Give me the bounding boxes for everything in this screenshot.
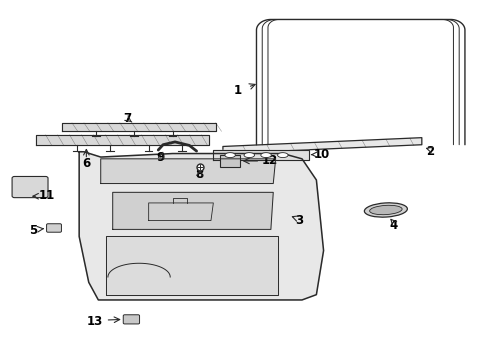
Text: 11: 11 — [39, 189, 55, 202]
Ellipse shape — [244, 153, 254, 158]
Text: 4: 4 — [389, 219, 397, 231]
Ellipse shape — [224, 153, 235, 158]
Polygon shape — [62, 123, 215, 131]
Text: 5: 5 — [29, 224, 38, 237]
Polygon shape — [36, 135, 208, 145]
Polygon shape — [105, 237, 278, 294]
Polygon shape — [101, 159, 275, 184]
FancyBboxPatch shape — [123, 315, 139, 324]
Polygon shape — [223, 138, 421, 154]
Ellipse shape — [369, 205, 401, 215]
Ellipse shape — [364, 203, 407, 217]
Text: 12: 12 — [261, 154, 277, 167]
FancyBboxPatch shape — [46, 224, 61, 232]
Text: 13: 13 — [87, 315, 103, 328]
Text: 10: 10 — [313, 148, 329, 161]
Text: 7: 7 — [123, 112, 131, 125]
Polygon shape — [112, 192, 273, 229]
Ellipse shape — [277, 153, 287, 158]
Text: 3: 3 — [294, 214, 303, 227]
FancyBboxPatch shape — [219, 155, 239, 167]
Text: 8: 8 — [194, 168, 203, 181]
Text: 6: 6 — [82, 157, 90, 170]
Text: 1: 1 — [233, 84, 241, 96]
Ellipse shape — [260, 153, 271, 158]
FancyBboxPatch shape — [12, 176, 48, 198]
Text: 2: 2 — [425, 145, 433, 158]
Text: 9: 9 — [156, 150, 164, 163]
Polygon shape — [79, 152, 323, 300]
Polygon shape — [213, 150, 308, 160]
